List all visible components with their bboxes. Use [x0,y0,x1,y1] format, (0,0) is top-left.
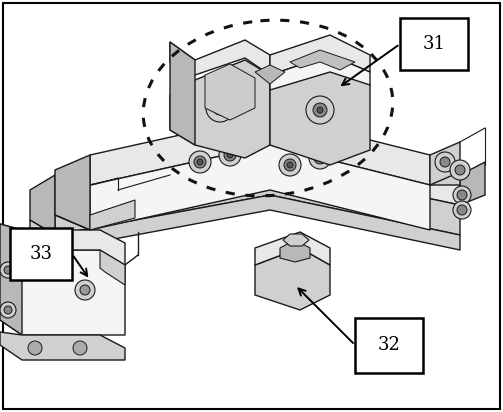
Circle shape [189,151,211,173]
Polygon shape [430,142,460,185]
Circle shape [306,96,334,124]
Circle shape [284,159,296,171]
Circle shape [224,149,236,161]
Circle shape [314,152,326,164]
Circle shape [0,262,16,278]
Circle shape [279,154,301,176]
Polygon shape [30,175,55,235]
Circle shape [219,144,241,166]
Circle shape [457,205,467,215]
Circle shape [457,190,467,200]
Polygon shape [460,162,485,205]
Polygon shape [270,55,370,165]
Circle shape [75,280,95,300]
Circle shape [317,107,323,113]
Circle shape [80,285,90,295]
Circle shape [435,152,455,172]
Text: 32: 32 [378,337,400,354]
Polygon shape [90,145,430,230]
Polygon shape [0,332,125,360]
Circle shape [453,186,471,204]
Circle shape [28,341,42,355]
Polygon shape [90,115,430,185]
Polygon shape [0,224,125,265]
Circle shape [309,147,331,169]
Circle shape [217,105,223,111]
Circle shape [194,156,206,168]
Circle shape [313,103,327,117]
Text: 31: 31 [423,35,446,53]
Circle shape [227,152,233,158]
Polygon shape [170,42,195,145]
Polygon shape [0,224,22,335]
Polygon shape [255,65,285,84]
Polygon shape [30,195,460,250]
Polygon shape [90,200,135,230]
Polygon shape [100,250,125,285]
Circle shape [440,157,450,167]
Polygon shape [205,64,255,120]
Polygon shape [280,240,310,262]
Polygon shape [170,40,270,75]
Polygon shape [270,55,370,90]
Polygon shape [55,135,460,205]
Circle shape [0,302,16,318]
Circle shape [287,162,293,168]
Text: 33: 33 [30,245,52,263]
Circle shape [4,306,12,314]
Circle shape [206,94,234,122]
Circle shape [4,266,12,274]
Polygon shape [270,35,370,75]
Bar [400,18,468,70]
Polygon shape [0,250,125,335]
Circle shape [450,160,470,180]
Polygon shape [255,248,330,310]
Bar [10,228,72,280]
Polygon shape [55,165,460,235]
Circle shape [73,341,87,355]
Circle shape [317,155,323,161]
Circle shape [455,165,465,175]
Polygon shape [170,60,270,158]
Polygon shape [283,234,309,246]
Circle shape [453,201,471,219]
Polygon shape [55,155,90,230]
Circle shape [197,159,203,165]
Bar [355,318,423,373]
Polygon shape [290,50,355,70]
Polygon shape [255,232,330,265]
Circle shape [213,101,227,115]
